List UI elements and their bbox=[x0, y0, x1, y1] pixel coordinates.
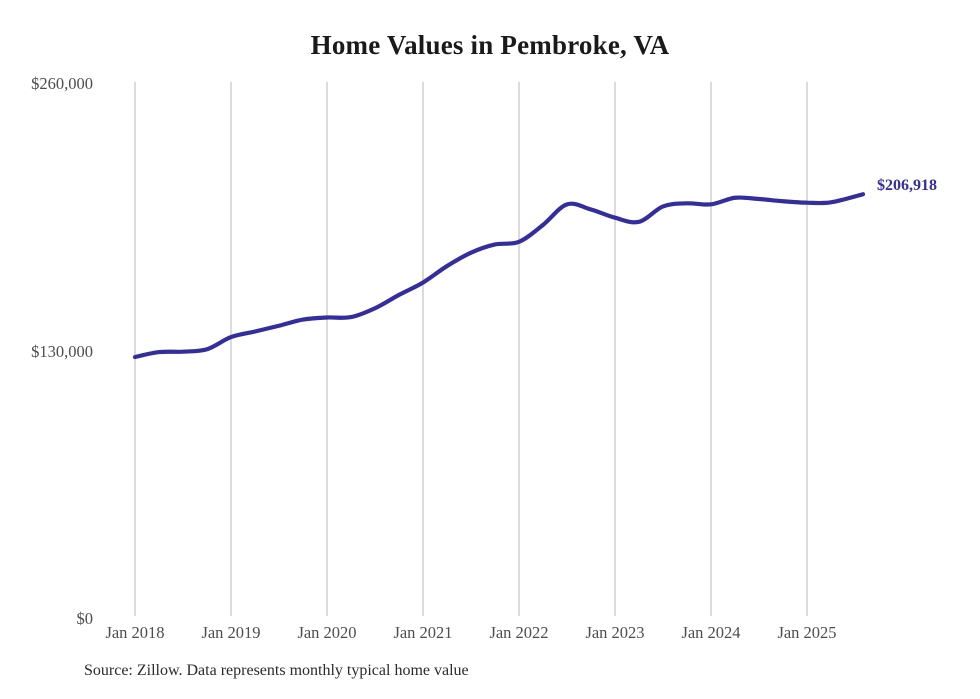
chart-title: Home Values in Pembroke, VA bbox=[310, 30, 670, 60]
source-note: Source: Zillow. Data represents monthly … bbox=[84, 662, 469, 679]
y-axis-tick-label: $260,000 bbox=[31, 74, 93, 93]
x-axis-tick-label: Jan 2025 bbox=[777, 623, 837, 642]
end-value-label: $206,918 bbox=[877, 177, 937, 195]
x-axis-tick-label: Jan 2022 bbox=[489, 623, 549, 642]
x-axis-tick-label: Jan 2023 bbox=[585, 623, 645, 642]
y-axis-tick-label: $130,000 bbox=[31, 341, 93, 361]
data-series-line bbox=[132, 192, 866, 360]
y-axis-tick-label: $0 bbox=[76, 609, 94, 628]
x-axis-tick-label: Jan 2020 bbox=[297, 623, 357, 642]
gridlines-group bbox=[134, 82, 808, 616]
x-axis-tick-label: Jan 2019 bbox=[201, 623, 261, 642]
x-axis-tick-label: Jan 2024 bbox=[681, 623, 741, 642]
x-axis-tick-label: Jan 2021 bbox=[393, 623, 453, 642]
x-axis-tick-label: Jan 2018 bbox=[105, 623, 165, 642]
